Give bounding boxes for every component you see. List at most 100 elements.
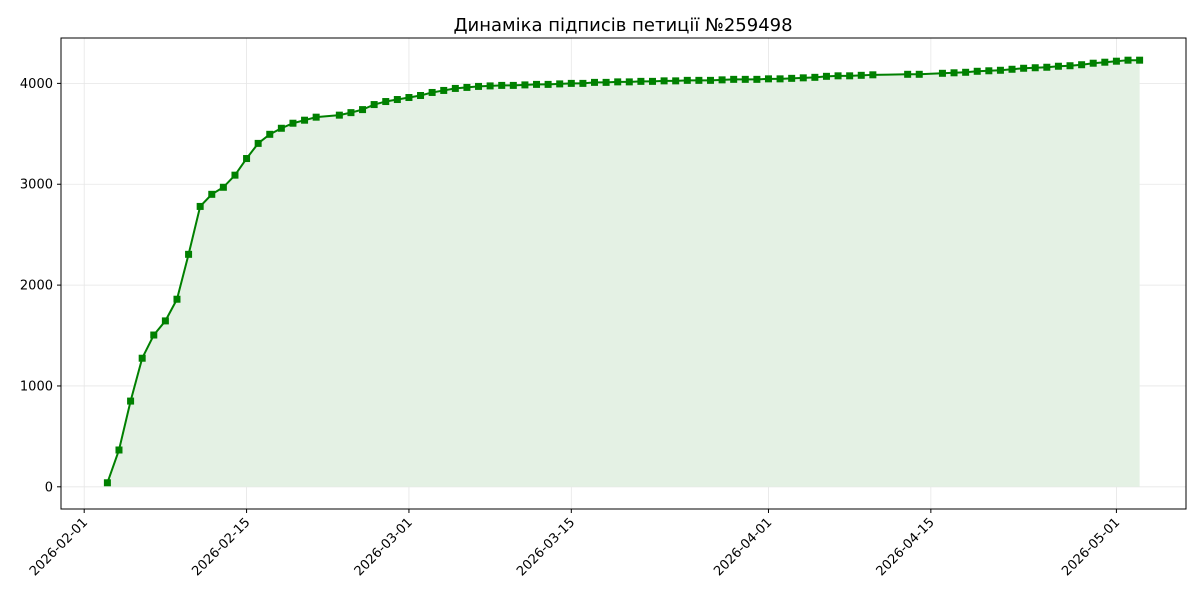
marker bbox=[822, 72, 830, 80]
marker bbox=[231, 171, 239, 179]
marker bbox=[243, 155, 251, 163]
y-tick-label: 0 bbox=[45, 480, 53, 495]
y-tick-label: 3000 bbox=[20, 178, 53, 193]
marker bbox=[683, 76, 691, 84]
marker bbox=[996, 66, 1004, 74]
marker bbox=[393, 96, 401, 104]
marker bbox=[196, 202, 204, 210]
marker bbox=[1020, 64, 1028, 72]
marker bbox=[718, 76, 726, 84]
marker bbox=[799, 74, 807, 82]
marker bbox=[1008, 65, 1016, 73]
x-tick-label: 2026-04-15 bbox=[874, 515, 938, 579]
marker bbox=[602, 78, 610, 86]
marker bbox=[950, 69, 958, 77]
marker bbox=[938, 69, 946, 77]
marker bbox=[857, 71, 865, 79]
marker bbox=[614, 78, 622, 86]
marker bbox=[904, 70, 912, 78]
marker bbox=[776, 75, 784, 83]
marker bbox=[1101, 58, 1109, 66]
x-tick-label: 2026-03-15 bbox=[514, 515, 578, 579]
marker bbox=[1078, 61, 1086, 69]
marker bbox=[335, 111, 343, 119]
marker bbox=[846, 72, 854, 80]
marker bbox=[811, 73, 819, 81]
marker bbox=[915, 70, 923, 78]
marker bbox=[161, 317, 169, 325]
marker bbox=[625, 78, 633, 86]
x-tick-label: 2026-05-01 bbox=[1059, 515, 1123, 579]
marker bbox=[382, 98, 390, 106]
marker bbox=[498, 81, 506, 89]
marker bbox=[1031, 64, 1039, 72]
marker bbox=[1124, 56, 1132, 64]
marker bbox=[648, 77, 656, 85]
x-tick-label: 2026-02-15 bbox=[189, 515, 253, 579]
marker bbox=[115, 446, 123, 454]
marker bbox=[672, 77, 680, 85]
marker bbox=[567, 79, 575, 87]
marker bbox=[788, 74, 796, 82]
marker bbox=[440, 86, 448, 94]
marker bbox=[764, 75, 772, 83]
marker bbox=[173, 295, 181, 303]
chart-title: Динаміка підписів петиції №259498 bbox=[453, 15, 792, 36]
area bbox=[107, 60, 1140, 487]
marker bbox=[266, 130, 274, 138]
marker bbox=[1043, 63, 1051, 71]
marker bbox=[1112, 57, 1120, 65]
marker bbox=[637, 77, 645, 85]
x-tick-label: 2026-03-01 bbox=[352, 515, 416, 579]
marker bbox=[150, 331, 158, 339]
marker bbox=[962, 68, 970, 76]
marker bbox=[370, 101, 378, 109]
y-tick-label: 4000 bbox=[20, 77, 53, 92]
marker bbox=[277, 124, 285, 132]
marker bbox=[185, 250, 193, 258]
marker bbox=[301, 116, 309, 124]
marker bbox=[706, 76, 714, 84]
marker bbox=[405, 94, 413, 102]
marker bbox=[556, 80, 564, 88]
marker bbox=[417, 91, 425, 99]
marker bbox=[208, 190, 216, 198]
marker bbox=[138, 354, 146, 362]
marker bbox=[660, 77, 668, 85]
marker bbox=[730, 75, 738, 83]
marker bbox=[753, 75, 761, 83]
marker bbox=[1054, 62, 1062, 70]
marker bbox=[533, 80, 541, 88]
y-tick-label: 1000 bbox=[20, 379, 53, 394]
plot-frame bbox=[60, 37, 1187, 510]
marker bbox=[127, 397, 135, 405]
marker bbox=[1136, 56, 1144, 64]
marker bbox=[544, 80, 552, 88]
marker bbox=[359, 106, 367, 114]
marker bbox=[219, 183, 227, 191]
marker bbox=[486, 82, 494, 90]
marker bbox=[289, 119, 297, 127]
marker bbox=[1089, 59, 1097, 67]
x-tick-label: 2026-04-01 bbox=[711, 515, 775, 579]
marker bbox=[428, 88, 436, 96]
marker bbox=[985, 67, 993, 75]
marker bbox=[312, 113, 320, 121]
marker bbox=[103, 479, 111, 487]
marker bbox=[579, 79, 587, 87]
y-tick-label: 2000 bbox=[20, 279, 53, 294]
marker bbox=[463, 83, 471, 91]
marker bbox=[591, 78, 599, 86]
marker bbox=[347, 109, 355, 117]
marker bbox=[509, 81, 517, 89]
marker bbox=[695, 76, 703, 84]
marker bbox=[741, 75, 749, 83]
marker bbox=[973, 67, 981, 75]
marker bbox=[475, 82, 483, 90]
marker bbox=[1066, 62, 1074, 70]
marker bbox=[521, 81, 529, 89]
marker bbox=[451, 84, 459, 92]
marker bbox=[834, 72, 842, 80]
marker bbox=[869, 71, 877, 79]
